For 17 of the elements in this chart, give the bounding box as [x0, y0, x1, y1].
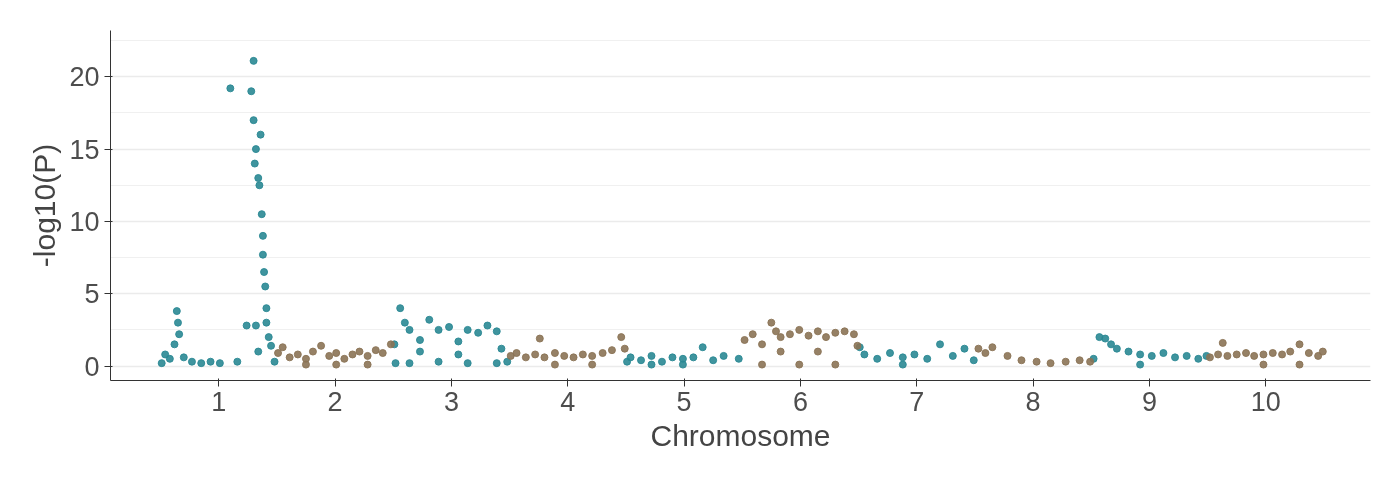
x-tick-label: 4: [560, 386, 576, 417]
x-tick-label: 3: [443, 386, 459, 417]
x-axis-title: Chromosome: [650, 418, 831, 452]
y-tick-label: 20: [69, 62, 100, 93]
y-tick-label: 5: [84, 279, 100, 310]
x-tick-label: 7: [909, 386, 925, 417]
y-tick-label: 15: [69, 134, 100, 165]
x-tick-label: 6: [792, 386, 808, 417]
x-tick-label: 9: [1141, 386, 1157, 417]
x-tick-label: 1: [211, 386, 227, 417]
x-tick-label: 2: [327, 386, 343, 417]
y-tick-label: 10: [69, 206, 100, 237]
x-tick-label: 10: [1250, 386, 1281, 417]
x-tick-label: 5: [676, 386, 692, 417]
y-axis-title: -log10(P): [28, 143, 62, 268]
x-tick-label: 8: [1025, 386, 1041, 417]
y-tick-label: 0: [84, 351, 100, 382]
